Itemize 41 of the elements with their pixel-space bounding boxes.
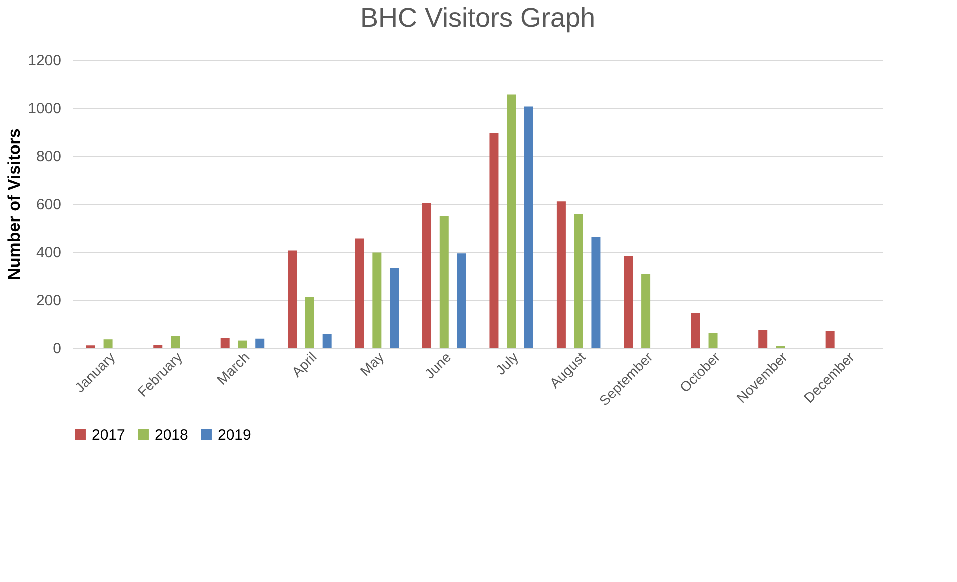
bar: [288, 250, 298, 348]
bar: [256, 338, 265, 348]
bar: [440, 216, 449, 348]
y-axis-title: Number of Visitors: [5, 128, 24, 280]
bar: [556, 202, 566, 348]
bar: [104, 340, 113, 348]
bar: [642, 274, 651, 348]
bar: [574, 214, 584, 348]
legend-label: 2019: [218, 426, 252, 444]
legend-label: 2017: [92, 426, 126, 444]
bar: [507, 94, 516, 348]
bar: [238, 340, 248, 348]
bar: [171, 336, 180, 348]
bar: [624, 256, 634, 348]
y-tick-label: 200: [36, 292, 62, 310]
y-tick-label: 600: [36, 196, 62, 214]
y-tick-label: 1200: [28, 52, 62, 70]
bar: [220, 338, 230, 348]
chart-title: BHC Visitors Graph: [360, 3, 596, 33]
bar: [305, 297, 314, 348]
y-tick-label: 400: [36, 244, 62, 262]
y-tick-label: 800: [36, 148, 62, 166]
legend-label: 2018: [155, 426, 188, 444]
bar: [758, 330, 768, 348]
bar: [390, 268, 400, 348]
bar: [457, 254, 466, 348]
bar: [422, 203, 432, 348]
bar: [592, 237, 601, 348]
x-tick-label: July: [492, 349, 522, 378]
x-tick-label: May: [357, 349, 388, 380]
bar: [154, 345, 163, 348]
bar: [372, 252, 382, 348]
bar: [826, 331, 835, 348]
bar: [708, 333, 718, 348]
bar: [322, 334, 332, 348]
bar: [691, 313, 700, 348]
bar: [524, 106, 534, 348]
y-tick-label: 0: [53, 340, 62, 358]
bar: [355, 238, 364, 348]
y-tick-label: 1000: [28, 100, 62, 118]
bar: [490, 133, 499, 348]
